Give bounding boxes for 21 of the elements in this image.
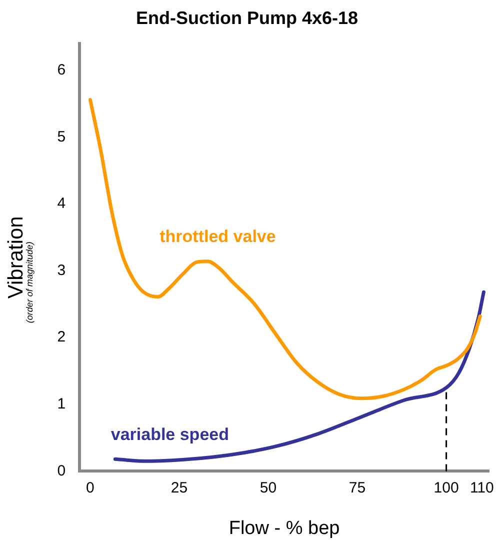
series-label: variable speed — [110, 424, 229, 444]
line-series — [88, 98, 482, 400]
text: (order of magnitude) — [24, 242, 34, 324]
x-tick-label: 100 — [434, 479, 459, 496]
y-tick-label: 2 — [57, 328, 66, 346]
series-label: throttled valve — [160, 227, 276, 246]
y-axis-title: Vibration — [4, 216, 28, 299]
x-axis-title: Flow - % bep — [228, 518, 340, 539]
y-tick-label: 4 — [57, 195, 66, 212]
chart-title: End-Suction Pump 4x6-18 — [136, 8, 358, 28]
x-tick-label: 75 — [348, 479, 366, 496]
y-tick-label: 5 — [57, 128, 66, 146]
x-tick-label: 25 — [170, 479, 188, 496]
line-series — [113, 290, 486, 463]
x-tick-label: 50 — [260, 479, 277, 496]
x-tick-label: 0 — [86, 479, 94, 496]
y-tick-label: 0 — [57, 462, 66, 480]
y-tick-label: 6 — [57, 61, 66, 78]
y-tick-label: 3 — [57, 262, 66, 279]
y-tick-label: 1 — [57, 396, 66, 413]
x-tick-label: 110 — [470, 479, 494, 496]
